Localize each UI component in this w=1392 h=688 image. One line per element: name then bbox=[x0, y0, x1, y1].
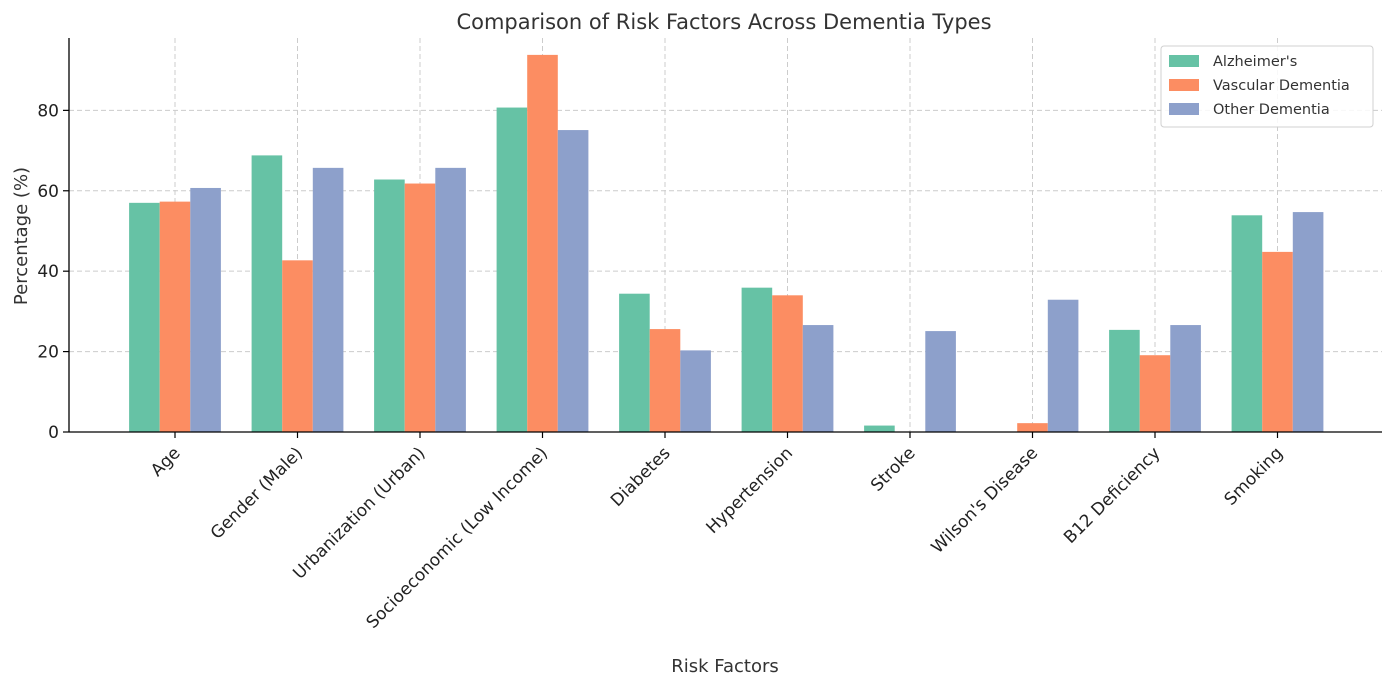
bar-alzheimer-s-4 bbox=[619, 293, 650, 432]
chart-title: Comparison of Risk Factors Across Dement… bbox=[456, 10, 991, 34]
legend-label: Vascular Dementia bbox=[1213, 78, 1350, 94]
axes bbox=[68, 38, 1382, 433]
x-tick-label: Smoking bbox=[1221, 443, 1287, 509]
y-ticks: 0 20 40 60 80 bbox=[37, 101, 69, 443]
x-tick-label: Wilson's Disease bbox=[928, 443, 1042, 557]
bar-alzheimer-s-2 bbox=[374, 179, 405, 432]
x-ticks: Age Gender (Male)Urbanization (Urban)Soci… bbox=[147, 432, 1287, 633]
y-tick-label: 80 bbox=[37, 101, 59, 121]
bar-alzheimer-s-5 bbox=[741, 287, 773, 432]
bar-alzheimer-s-6 bbox=[864, 425, 895, 432]
bar-vascular-dementia-3 bbox=[527, 54, 558, 433]
bar-vascular-dementia-4 bbox=[649, 329, 681, 432]
bar-other-dementia-9 bbox=[1292, 212, 1324, 432]
bar-vascular-dementia-0 bbox=[159, 201, 191, 432]
x-tick-label: B12 Deficiency bbox=[1060, 443, 1164, 547]
y-tick-label: 20 bbox=[37, 343, 59, 363]
bar-other-dementia-8 bbox=[1170, 325, 1201, 432]
bar-vascular-dementia-1 bbox=[282, 260, 313, 432]
bar-alzheimer-s-1 bbox=[251, 155, 283, 432]
bar-alzheimer-s-3 bbox=[496, 107, 528, 432]
bar-vascular-dementia-8 bbox=[1139, 355, 1171, 432]
x-tick-label: Hypertension bbox=[702, 443, 797, 538]
bars bbox=[129, 54, 1324, 433]
legend-swatch bbox=[1169, 103, 1199, 115]
bar-alzheimer-s-0 bbox=[129, 202, 160, 432]
legend: Alzheimer's Vascular Dementia Other Dement… bbox=[1160, 45, 1374, 128]
legend-box bbox=[1160, 45, 1374, 128]
bar-vascular-dementia-7 bbox=[1017, 423, 1048, 432]
bar-other-dementia-0 bbox=[190, 187, 221, 432]
bar-other-dementia-5 bbox=[802, 325, 834, 432]
y-tick-label: 0 bbox=[48, 423, 59, 443]
bar-vascular-dementia-5 bbox=[772, 295, 803, 432]
bar-alzheimer-s-8 bbox=[1109, 329, 1140, 432]
x-tick-label: Urbanization (Urban) bbox=[289, 443, 429, 583]
legend-swatch bbox=[1169, 79, 1199, 91]
y-tick-label: 60 bbox=[37, 182, 59, 202]
x-tick-label: Diabetes bbox=[607, 443, 675, 511]
x-tick-label: Stroke bbox=[867, 443, 919, 495]
x-axis-label: Risk Factors bbox=[671, 656, 779, 677]
bar-other-dementia-6 bbox=[925, 331, 956, 432]
bar-vascular-dementia-2 bbox=[404, 183, 436, 432]
bar-alzheimer-s-9 bbox=[1231, 215, 1263, 432]
legend-label: Alzheimer's bbox=[1213, 54, 1297, 70]
x-tick-label: Gender (Male) bbox=[207, 443, 307, 543]
bar-other-dementia-4 bbox=[680, 350, 711, 432]
bar-other-dementia-3 bbox=[557, 130, 589, 432]
bar-other-dementia-1 bbox=[312, 167, 344, 432]
bar-vascular-dementia-9 bbox=[1262, 251, 1293, 432]
y-tick-label: 40 bbox=[37, 262, 59, 282]
y-axis-label: Percentage (%) bbox=[11, 167, 32, 305]
legend-swatch bbox=[1169, 55, 1199, 67]
bar-other-dementia-7 bbox=[1047, 299, 1079, 432]
bar-other-dementia-2 bbox=[435, 167, 466, 432]
x-tick-label: Age bbox=[147, 443, 184, 480]
legend-label: Other Dementia bbox=[1213, 102, 1330, 118]
